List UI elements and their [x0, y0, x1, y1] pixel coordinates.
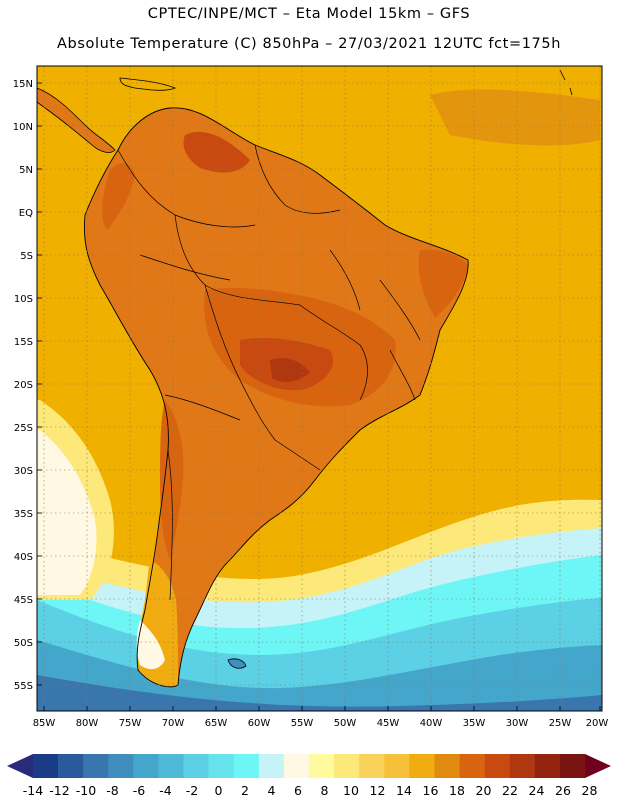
lon-label: 20W — [586, 718, 609, 729]
colorbar-label: -12 — [49, 783, 69, 798]
colorbar-swatch — [58, 754, 84, 778]
lon-label: 50W — [334, 718, 357, 729]
colorbar-swatch — [83, 754, 109, 778]
colorbar-swatch — [409, 754, 435, 778]
lon-label: 65W — [205, 718, 228, 729]
colorbar-label: -8 — [106, 783, 119, 798]
lat-label: 20S — [14, 380, 33, 391]
colorbar-label: 6 — [294, 783, 302, 798]
colorbar-label: 10 — [343, 783, 359, 798]
colorbar-swatch — [258, 754, 285, 778]
latitude-axis: 15N 10N 5N EQ 5S 10S 15S 20S 25S 30S 35S… — [13, 79, 42, 692]
lon-label: 80W — [76, 718, 99, 729]
colorbar-swatch — [559, 754, 586, 778]
colorbar: -14 -12 -10 -8 -6 -4 -2 0 2 4 6 8 10 12 … — [7, 754, 611, 798]
lat-label: 55S — [14, 681, 33, 692]
lon-label: 55W — [291, 718, 314, 729]
colorbar-swatch — [33, 754, 59, 778]
lat-label: 5S — [20, 251, 33, 262]
colorbar-label: 24 — [529, 783, 545, 798]
lat-label: 15N — [13, 79, 33, 90]
colorbar-label: 14 — [396, 783, 412, 798]
colorbar-label: 16 — [423, 783, 439, 798]
lon-label: 85W — [33, 718, 56, 729]
lat-label: 40S — [14, 552, 33, 563]
colorbar-label: 0 — [215, 783, 223, 798]
lat-label: 45S — [14, 595, 33, 606]
colorbar-swatch — [509, 754, 536, 778]
lon-label: 25W — [549, 718, 572, 729]
colorbar-label: -4 — [159, 783, 172, 798]
colorbar-label: 18 — [449, 783, 465, 798]
colorbar-label: 2 — [241, 783, 249, 798]
colorbar-swatch — [183, 754, 209, 778]
lon-label: 75W — [119, 718, 142, 729]
colorbar-swatch — [309, 754, 335, 778]
colorbar-swatch — [384, 754, 410, 778]
colorbar-swatch — [459, 754, 485, 778]
lat-label: 50S — [14, 638, 33, 649]
lon-label: 35W — [463, 718, 486, 729]
colorbar-swatch — [158, 754, 184, 778]
colorbar-high-arrow — [585, 754, 611, 778]
colorbar-low-arrow — [7, 754, 33, 778]
lon-label: 30W — [506, 718, 529, 729]
map-title-line-1: CPTEC/INPE/MCT – Eta Model 15km – GFS — [147, 6, 471, 22]
lat-label: EQ — [19, 208, 33, 219]
colorbar-label: 28 — [582, 783, 598, 798]
lon-label: 45W — [377, 718, 400, 729]
map-title-line-2: Absolute Temperature (C) 850hPa – 27/03/… — [57, 36, 561, 52]
colorbar-swatch — [534, 754, 561, 778]
colorbar-label: -14 — [23, 783, 43, 798]
lon-label: 40W — [420, 718, 443, 729]
colorbar-label: -2 — [186, 783, 198, 798]
lat-label: 25S — [14, 423, 33, 434]
lat-label: 10S — [14, 294, 33, 305]
lat-label: 35S — [14, 509, 33, 520]
colorbar-swatch — [434, 754, 460, 778]
colorbar-swatch — [334, 754, 360, 778]
colorbar-swatch — [108, 754, 134, 778]
colorbar-label: 20 — [476, 783, 492, 798]
colorbar-label: -10 — [76, 783, 96, 798]
colorbar-label: 22 — [502, 783, 518, 798]
map-frame — [36, 65, 603, 712]
lat-label: 5N — [19, 165, 33, 176]
longitude-axis: 85W 80W 75W 70W 65W 60W 55W 50W 45W 40W … — [33, 706, 609, 729]
colorbar-swatch — [233, 754, 260, 778]
colorbar-swatch — [484, 754, 511, 778]
colorbar-swatch — [133, 754, 159, 778]
colorbar-label: 26 — [555, 783, 571, 798]
colorbar-label: -6 — [133, 783, 146, 798]
lat-label: 10N — [13, 122, 33, 133]
lon-label: 60W — [248, 718, 271, 729]
colorbar-swatch — [283, 754, 310, 778]
colorbar-swatch — [208, 754, 235, 778]
colorbar-label: 4 — [268, 783, 276, 798]
lat-label: 15S — [14, 337, 33, 348]
lat-label: 30S — [14, 466, 33, 477]
colorbar-swatch — [359, 754, 385, 778]
lon-label: 70W — [162, 718, 185, 729]
colorbar-label: 12 — [370, 783, 386, 798]
colorbar-label: 8 — [321, 783, 329, 798]
